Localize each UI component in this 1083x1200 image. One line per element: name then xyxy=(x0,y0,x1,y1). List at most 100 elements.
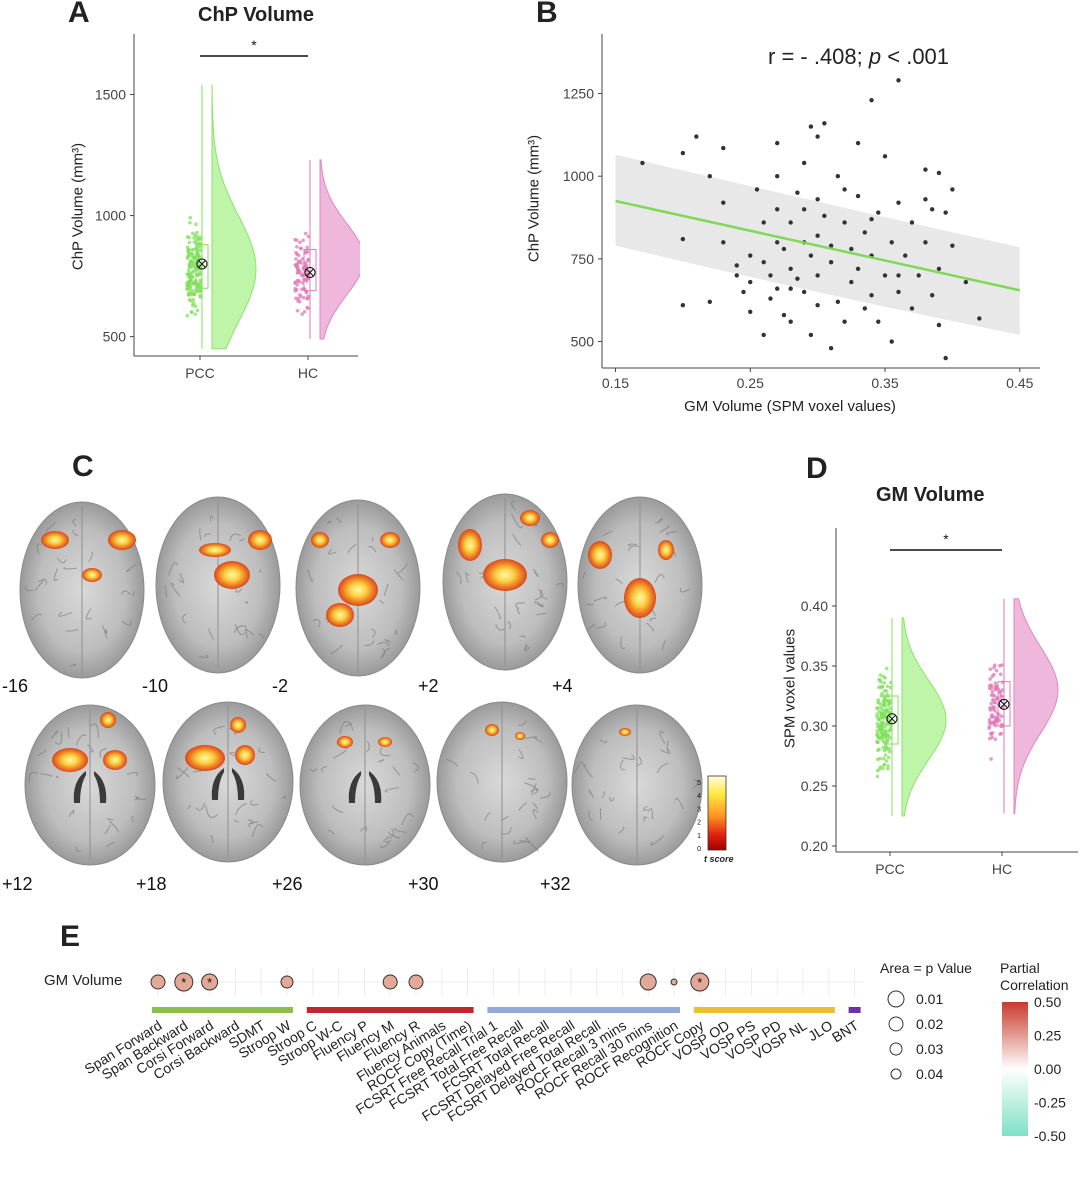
brain-sulcus xyxy=(528,778,536,781)
size-legend-label: 0.04 xyxy=(916,1066,943,1082)
panel-d-letter: D xyxy=(806,452,828,485)
brain-sulcus xyxy=(666,740,669,753)
significance-star: * xyxy=(251,37,257,53)
brain-sulcus xyxy=(332,750,347,759)
brain-sulcus xyxy=(599,808,602,820)
y-tick-label: 1500 xyxy=(95,87,126,103)
brain-sulcus xyxy=(379,747,391,757)
brain-sulcus xyxy=(104,630,108,639)
brain-sulcus xyxy=(178,573,184,584)
scatter-point xyxy=(909,220,915,225)
size-legend-circle xyxy=(889,1042,903,1056)
data-point-pcc xyxy=(194,222,198,227)
scatter-point xyxy=(768,273,773,278)
panel-c-letter: C xyxy=(72,450,94,483)
data-point-pcc xyxy=(195,234,199,239)
scatter-point xyxy=(929,207,935,212)
scatter-point xyxy=(822,213,827,219)
scatter-point xyxy=(876,319,881,324)
bubble xyxy=(382,974,398,990)
data-point-hc xyxy=(300,312,304,316)
activation-cluster xyxy=(624,578,656,618)
scatter-point xyxy=(950,243,955,248)
brain-sulcus xyxy=(28,772,38,783)
brain-sulcus xyxy=(213,725,226,735)
data-point-pcc xyxy=(882,763,886,767)
scatter-point xyxy=(748,253,753,258)
panel-b-chart: 500 750 1000 1250 0.15 0.25 0.35 0.45 xyxy=(563,34,1040,391)
scatter-point xyxy=(775,140,780,146)
data-point-hc xyxy=(991,715,996,719)
brain-sulcus xyxy=(384,787,400,793)
color-legend-title: Partial Correlation xyxy=(1000,960,1069,993)
scatter-point xyxy=(781,312,787,318)
brain-sulcus xyxy=(85,608,92,620)
violin-hc xyxy=(319,159,360,340)
data-point-pcc xyxy=(188,220,192,225)
scatter-point xyxy=(768,296,773,301)
data-point-pcc xyxy=(196,284,200,289)
brain-sulcus xyxy=(120,590,131,596)
brain-sulcus xyxy=(234,819,240,823)
data-point-hc xyxy=(303,260,308,265)
x-tick-label: 0.45 xyxy=(1006,375,1033,391)
colorbar-tick: 1 xyxy=(697,833,701,840)
scatter-point xyxy=(889,339,894,344)
activation-cluster xyxy=(311,532,329,548)
data-point-hc xyxy=(993,681,998,685)
scatter-point xyxy=(855,193,861,199)
scatter-point xyxy=(862,306,867,311)
data-point-pcc xyxy=(192,236,196,240)
y-tick-label: 1000 xyxy=(95,208,126,224)
brain-sulcus xyxy=(656,762,669,773)
brain-sulcus xyxy=(58,611,73,617)
activation-cluster xyxy=(52,748,88,772)
y-tick-label: 0.25 xyxy=(801,778,828,794)
y-tick-label: 1250 xyxy=(563,86,594,102)
x-tick-label-hc: HC xyxy=(992,861,1012,877)
data-point-pcc xyxy=(880,691,884,696)
panel-d-chart: 0.20 0.25 0.30 0.35 0.40 PCC HC * xyxy=(801,528,1078,877)
brain-sulcus xyxy=(674,797,684,810)
colorbar-tick: 0 xyxy=(697,846,701,853)
scatter-point xyxy=(775,207,780,212)
activation-cluster xyxy=(337,736,353,748)
data-point-pcc xyxy=(193,288,198,292)
brain-sulcus xyxy=(513,839,527,845)
activation-cluster xyxy=(103,750,127,770)
data-point-pcc xyxy=(198,287,202,291)
brain-sulcus xyxy=(312,619,321,628)
data-point-pcc xyxy=(881,721,886,726)
data-point-pcc xyxy=(187,297,192,302)
data-point-hc xyxy=(992,665,996,670)
data-point-pcc xyxy=(186,268,191,273)
brain-sulcus xyxy=(649,617,657,622)
scatter-point xyxy=(923,240,928,245)
activation-cluster xyxy=(458,529,482,561)
data-point-hc xyxy=(994,685,998,690)
data-point-hc xyxy=(989,693,994,697)
brain-sulcus xyxy=(164,585,167,598)
panel-b-letter: B xyxy=(536,0,558,29)
bubble xyxy=(690,972,710,992)
scatter-point xyxy=(849,279,854,285)
brain-sulcus xyxy=(258,747,265,754)
brain-sulcus xyxy=(692,779,699,789)
brain-sulcus xyxy=(229,533,241,541)
data-point-pcc xyxy=(878,727,882,732)
data-point-hc xyxy=(296,260,301,264)
scatter-point xyxy=(909,306,915,311)
mean-cross-pcc xyxy=(198,260,206,268)
scatter-point xyxy=(801,207,807,212)
scatter-point xyxy=(849,246,854,252)
brain-sulcus xyxy=(209,515,215,522)
x-tick-label: 0.15 xyxy=(602,375,629,391)
scatter-point xyxy=(862,230,867,235)
brain-sulcus xyxy=(99,748,107,759)
data-point-pcc xyxy=(186,287,190,291)
data-point-pcc xyxy=(879,715,884,719)
scatter-point xyxy=(775,173,780,179)
brain-sulcus xyxy=(331,805,344,814)
brain-sulcus xyxy=(524,643,531,652)
